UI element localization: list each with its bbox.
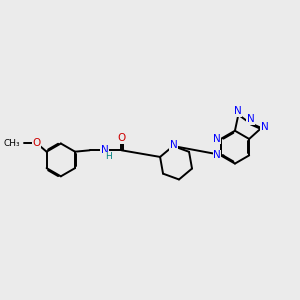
Text: O: O	[117, 134, 126, 143]
Text: CH₃: CH₃	[4, 139, 21, 148]
Text: N: N	[261, 122, 268, 132]
Text: N: N	[234, 106, 242, 116]
Text: N: N	[100, 145, 108, 155]
Text: O: O	[33, 138, 41, 148]
Text: H: H	[105, 152, 112, 161]
Text: N: N	[213, 134, 221, 144]
Text: N: N	[170, 140, 178, 150]
Text: N: N	[213, 150, 221, 161]
Text: N: N	[247, 114, 254, 124]
